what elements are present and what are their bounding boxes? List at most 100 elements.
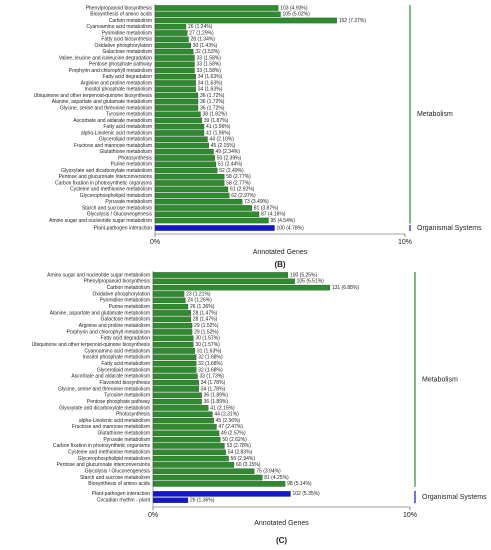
- value-label: 53 (2.78%): [226, 443, 251, 449]
- value-label: 28 (1.34%): [191, 37, 216, 43]
- value-label: 33 (1.58%): [197, 62, 222, 68]
- value-label: 34 (1.63%): [198, 74, 223, 80]
- category-label: Porphyrin and chlorophyll metabolism: [69, 68, 152, 74]
- value-label: 44 (2.31%): [214, 412, 239, 418]
- value-label: 32 (1.68%): [198, 355, 223, 361]
- bar: [154, 80, 196, 86]
- value-label: 60 (3.15%): [236, 462, 261, 468]
- bar: [154, 11, 281, 17]
- value-label: 52 (2.49%): [219, 168, 244, 174]
- category-label: Alanine, aspartate and glutamate metabol…: [52, 99, 152, 105]
- category-label: Arginine and proline metabolism: [81, 80, 152, 86]
- value-label: 36 (1.89%): [204, 399, 229, 405]
- category-label: Glycerolipid metabolism: [97, 367, 150, 373]
- bar: [152, 310, 191, 316]
- value-label: 47 (2.47%): [218, 424, 243, 430]
- category-label: Cysteine and methionine metabolism: [68, 450, 150, 456]
- x-tick-label: 0%: [148, 512, 158, 519]
- value-label: 24 (1.26%): [187, 298, 212, 304]
- bar: [152, 468, 255, 474]
- value-label: 39 (1.87%): [204, 118, 229, 124]
- value-label: 27 (1.29%): [189, 30, 214, 36]
- category-label: Photosynthesis: [116, 412, 150, 418]
- value-label: 73 (3.49%): [244, 199, 269, 205]
- value-label: 62 (2.97%): [231, 193, 256, 199]
- group-label: Organismal Systems: [422, 494, 487, 501]
- bar: [154, 30, 188, 36]
- bar: [152, 272, 289, 278]
- bar: [154, 161, 217, 167]
- x-axis-label: Annotated Genes: [253, 249, 308, 256]
- x-tick-label: 10%: [398, 239, 412, 246]
- bar: [154, 36, 189, 43]
- bar: [152, 398, 202, 405]
- category-label: Glycolysis / Gluconeogenesis: [87, 212, 153, 218]
- bar: [152, 497, 189, 503]
- category-label: Glycolysis / Gluconeogenesis: [85, 469, 151, 475]
- category-label: Cyanoamino acid metabolism: [84, 348, 150, 354]
- panel-label: (B): [274, 260, 285, 269]
- value-label: 36 (1.72%): [200, 105, 225, 111]
- category-label: Tyrosine metabolism: [104, 393, 150, 399]
- bar: [154, 211, 260, 217]
- value-label: 45 (2.36%): [216, 418, 241, 424]
- value-label: 58 (2.77%): [226, 180, 251, 186]
- category-label: Starch and sucrose metabolism: [82, 205, 152, 211]
- value-label: 50 (2.39%): [217, 155, 242, 161]
- bar: [154, 192, 230, 199]
- category-label: Pyrimidine metabolism: [102, 30, 152, 36]
- value-label: 29 (1.52%): [194, 329, 219, 335]
- bar: [152, 481, 286, 487]
- value-label: 34 (1.78%): [201, 380, 226, 386]
- category-label: Valine, leucine and isoleucine degradati…: [59, 55, 153, 61]
- category-label: Ubiquinone and other terpenoid-quinone b…: [34, 93, 153, 99]
- value-label: 54 (2.83%): [228, 450, 253, 456]
- value-label: 56 (2.94%): [231, 456, 256, 462]
- category-label: Glycine, serine and threonine metabolism: [60, 105, 152, 111]
- bar: [154, 17, 337, 24]
- category-label: Pentose phosphate pathway: [89, 62, 153, 68]
- category-label: Fatty acid biosynthesis: [101, 37, 152, 43]
- value-label: 34 (1.63%): [198, 80, 223, 86]
- category-label: Cyanoamino acid metabolism: [86, 24, 152, 30]
- value-label: 105 (5.02%): [283, 12, 311, 18]
- value-label: 100 (4.78%): [277, 225, 305, 231]
- category-label: Biosynthesis of amino acids: [90, 12, 152, 18]
- value-label: 26 (1.36%): [190, 304, 215, 310]
- value-label: 44 (2.10%): [210, 137, 235, 143]
- bar: [152, 278, 295, 285]
- bar: [152, 360, 197, 367]
- category-label: Circadian rhythm - plant: [97, 498, 151, 504]
- bar: [154, 5, 279, 11]
- category-label: Inositol phosphate metabolism: [84, 87, 152, 93]
- value-label: 41 (1.96%): [206, 124, 231, 130]
- value-label: 34 (1.78%): [201, 386, 226, 392]
- category-label: Alanine, aspartate and glutamate metabol…: [50, 310, 150, 316]
- value-label: 81 (4.25%): [264, 475, 289, 481]
- bar: [154, 142, 209, 149]
- value-label: 45 (2.15%): [211, 143, 236, 149]
- category-label: Plant-pathogen interaction: [92, 491, 151, 497]
- x-tick-label: 0%: [150, 239, 160, 246]
- bar: [152, 491, 291, 497]
- value-label: 33 (1.73%): [199, 374, 224, 380]
- bar: [152, 430, 220, 436]
- value-label: 100 (5.25%): [290, 272, 318, 278]
- value-label: 28 (1.47%): [193, 310, 218, 316]
- value-label: 81 (3.87%): [254, 205, 279, 211]
- bar: [152, 303, 189, 310]
- bar: [152, 474, 263, 481]
- bar: [154, 105, 199, 111]
- bar: [154, 167, 218, 174]
- bar: [152, 291, 185, 297]
- category-label: Inositol phosphate metabolism: [82, 355, 150, 361]
- value-label: 131 (6.88%): [332, 285, 360, 291]
- category-label: Carbon metabolism: [109, 18, 152, 24]
- bar: [154, 23, 187, 30]
- value-label: 98 (5.14%): [287, 481, 312, 487]
- value-label: 32 (1.53%): [195, 49, 220, 55]
- bar: [154, 173, 225, 180]
- bar: [154, 49, 194, 55]
- bar: [152, 335, 194, 342]
